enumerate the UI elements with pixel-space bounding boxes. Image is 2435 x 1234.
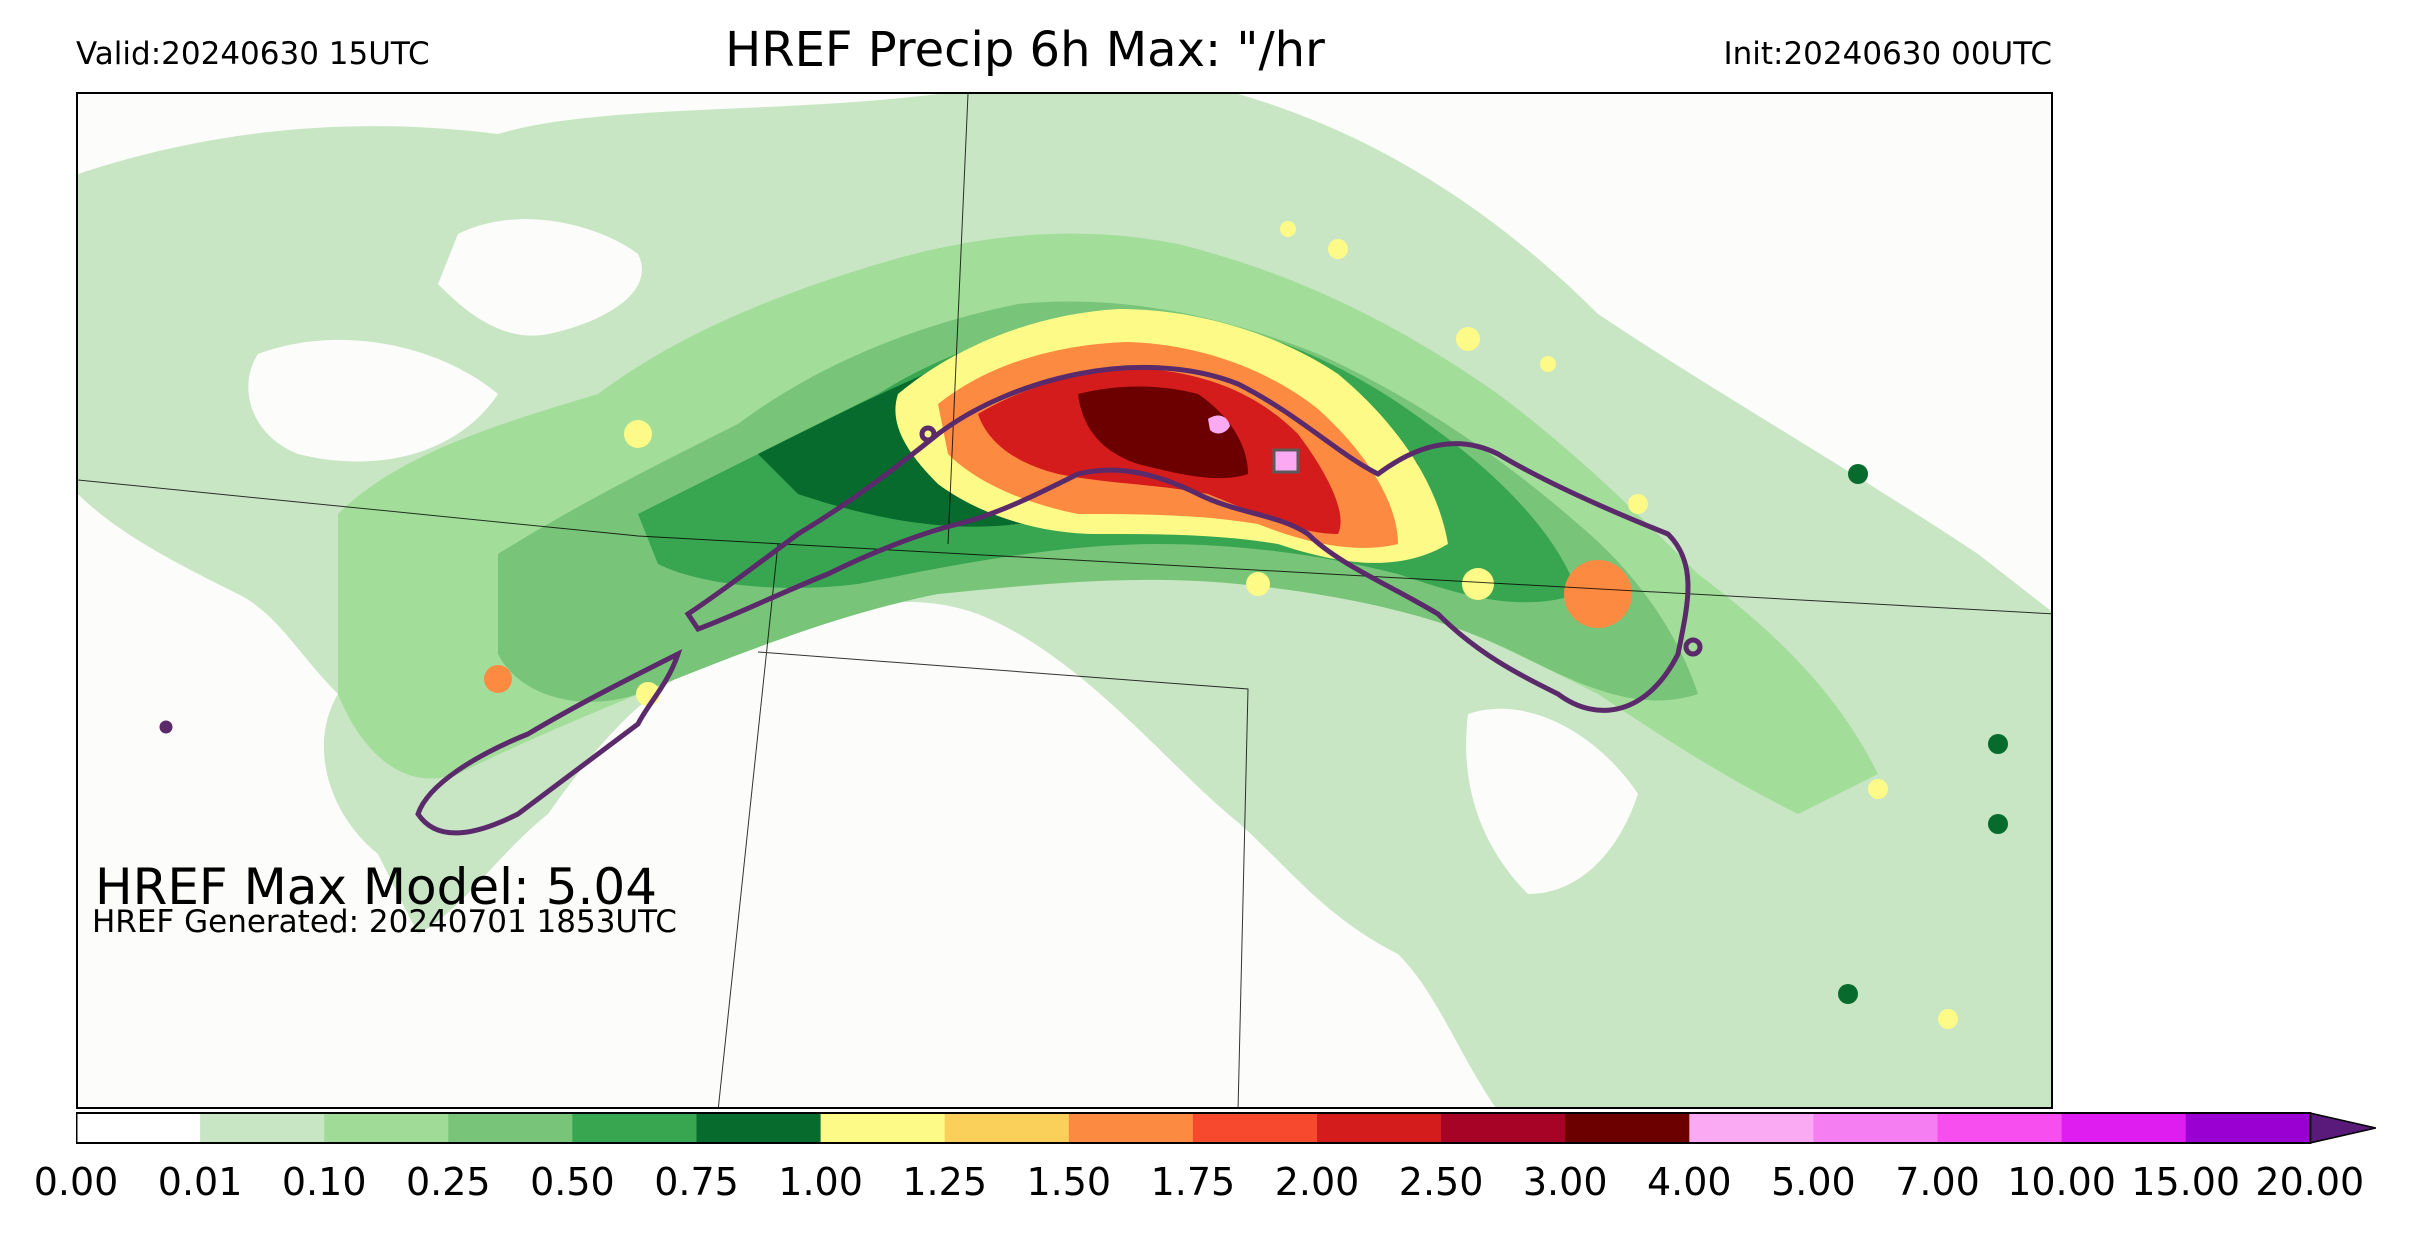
generated-time-label: HREF Generated: 20240701 1853UTC: [92, 904, 677, 940]
colorbar-tick-label: 7.00: [1895, 1160, 1980, 1204]
max-model-label: HREF Max Model: 5.04: [95, 858, 658, 916]
colorbar-outline: [76, 1112, 2312, 1144]
colorbar-segment: [2185, 1113, 2311, 1143]
colorbar-segment: [1813, 1113, 1938, 1143]
colorbar-segment: [324, 1113, 449, 1143]
colorbar-tick-label: 0.00: [33, 1160, 119, 1204]
colorbar-tick-label: 1.75: [1150, 1160, 1236, 1204]
colorbar-tick-label: 10.00: [2007, 1160, 2116, 1204]
colorbar-segment: [572, 1113, 697, 1143]
colorbar-segment: [1937, 1113, 2063, 1143]
colorbar-tick-label: 4.00: [1646, 1160, 1732, 1204]
colorbar-segment: [1441, 1113, 1566, 1143]
colorbar-tick-label: 1.50: [1026, 1160, 1112, 1204]
colorbar-segment: [448, 1113, 573, 1143]
colorbar-tick-label: 0.75: [654, 1160, 739, 1204]
colorbar-labels: 0.00 0.01 0.10 0.25 0.50 0.75 1.00 1.25 1.50 1.75…: [0, 1160, 2435, 1220]
colorbar-tick-label: 0.25: [405, 1160, 491, 1204]
state-borders: [78, 94, 2051, 1107]
colorbar-segment: [2061, 1113, 2187, 1143]
colorbar: [76, 1112, 2376, 1144]
colorbar-tick-label: 2.00: [1274, 1160, 1360, 1204]
colorbar-tick-label: 2.50: [1398, 1160, 1484, 1204]
colorbar-segment: [944, 1113, 1070, 1143]
colorbar-tick-label: 0.01: [157, 1160, 243, 1204]
colorbar-tick-label: 1.25: [902, 1160, 987, 1204]
colorbar-segment: [200, 1113, 325, 1143]
colorbar-tick-label: 20.00: [2255, 1160, 2365, 1204]
colorbar-segment: [1068, 1113, 1194, 1143]
colorbar-tick-label: 3.00: [1522, 1160, 1608, 1204]
max-contours: [159, 364, 1703, 836]
colorbar-tick-label: 15.00: [2131, 1160, 2241, 1204]
precip-field: [78, 94, 2051, 1107]
colorbar-segment: [1565, 1113, 1690, 1143]
colorbar-segment: [1317, 1113, 1442, 1143]
map-title: HREF Precip 6h Max: "/hr: [725, 22, 1325, 78]
precip-map-graphic: [78, 94, 2051, 1107]
colorbar-segment: [76, 1113, 201, 1143]
colorbar-tick-label: 0.50: [530, 1160, 615, 1204]
colorbar-segment: [820, 1113, 946, 1143]
colorbar-segment: [1192, 1113, 1318, 1143]
colorbar-tick-label: 5.00: [1771, 1160, 1856, 1204]
valid-time-label: Valid:20240630 15UTC: [76, 36, 430, 72]
colorbar-tick-label: 1.00: [778, 1160, 863, 1204]
colorbar-segment: [1689, 1113, 1814, 1143]
colorbar-segment: [696, 1113, 822, 1143]
colorbar-extend-arrow: [2309, 1112, 2376, 1144]
init-time-label: Init:20240630 00UTC: [1723, 36, 2052, 72]
colorbar-tick-label: 0.10: [281, 1160, 367, 1204]
precip-map: [76, 92, 2053, 1109]
